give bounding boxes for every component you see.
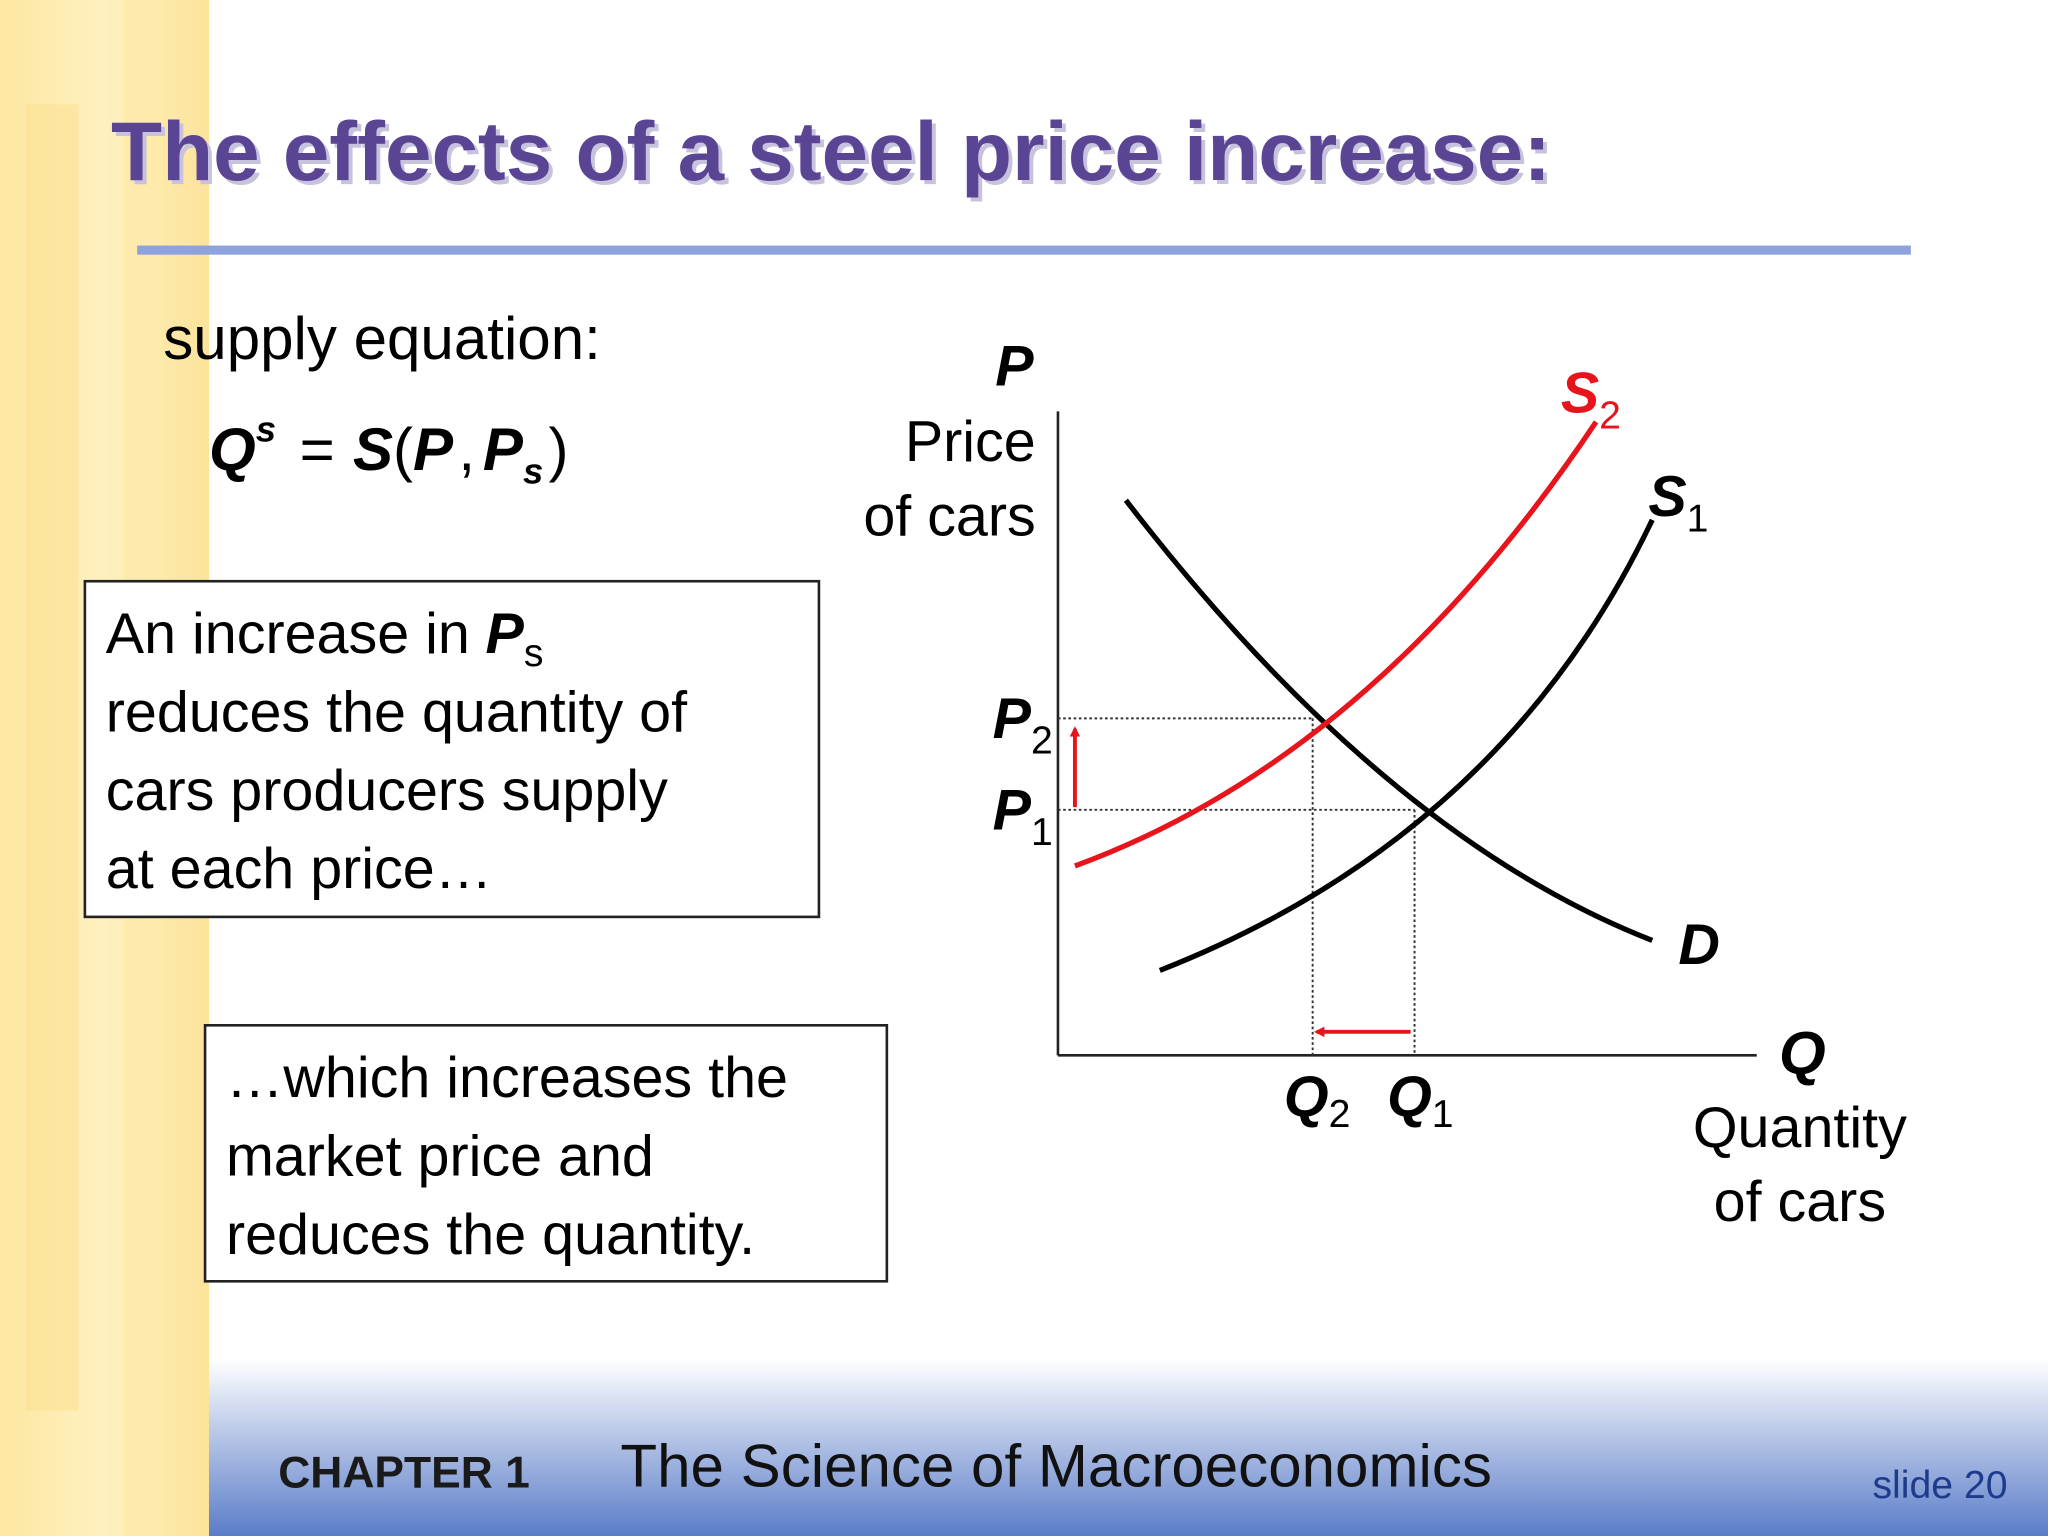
demand-curve [1123,498,1654,943]
quantity-label: Q2 [1284,1066,1351,1136]
box-line: reduces the quantity. [226,1203,755,1267]
quantity-label: Q1 [1387,1066,1454,1136]
slide-title: The effects of a steel price increase: [111,104,1551,198]
quantity-subscript: 2 [1329,1093,1351,1136]
title-rule [137,245,1911,255]
curve-subscript: 1 [1687,498,1709,541]
curve-symbol: S [1648,465,1686,529]
box-line: market price and [226,1125,654,1189]
x-axis-label: of cars [1714,1170,1886,1234]
box-line: reduces the quantity of [106,680,688,744]
box-line: cars producers supply [106,759,668,823]
y-axis-symbol: P [995,334,1034,398]
footer-title: The Science of Macroeconomics [620,1432,1492,1499]
eq-part: = [300,416,335,483]
title-shadow: The effects of a steel price increase: [115,108,1555,202]
text-box [83,579,821,919]
box-variable: P [486,602,525,666]
curve-subscript: 2 [1599,394,1621,437]
eq-part: S [353,416,393,483]
box-line: …which increases the [226,1046,788,1110]
curve-label: S1 [1648,465,1708,541]
eq-part: s [523,450,543,491]
y-axis-label: Price [905,410,1036,474]
box-line: at each price… [106,837,492,901]
price-label: P2 [993,687,1053,763]
curve-label: D [1678,913,1720,977]
eq-part: P [413,416,454,483]
footer-band [208,1358,2048,1536]
new-supply-curve [1074,420,1599,869]
text-box [203,1024,889,1283]
curve-symbol: S [1561,362,1599,426]
x-axis-symbol: Q [1779,1020,1826,1087]
eq-part: P [483,416,524,483]
eq-part: ) [549,416,569,483]
quantity-symbol: Q [1284,1066,1329,1130]
price-label: P1 [993,778,1053,854]
strip-band [26,104,79,1411]
supply-curve [1158,518,1655,973]
price-subscript: 2 [1031,720,1053,763]
price-subscript: 1 [1031,811,1053,854]
quantity-subscript: 1 [1432,1093,1454,1136]
price-symbol: P [993,687,1032,751]
footer-chapter: CHAPTER 1 [278,1449,530,1498]
box-line: An increase in Ps [106,602,544,675]
equation-label: supply equation: [163,305,601,372]
quantity-symbol: Q [1387,1066,1432,1130]
y-axis-label: of cars [863,485,1035,549]
curve-label: S2 [1561,362,1621,438]
price-symbol: P [993,778,1032,842]
eq-part: Q [209,416,256,483]
eq-part: , [458,416,475,483]
supply-equation: Qs = S(P, Ps) [209,408,569,491]
graph [1056,411,1757,1057]
slide-number: slide 20 [1872,1464,2007,1507]
eq-part: s [256,408,276,449]
box-text: An increase in [106,602,470,666]
box-subscript: s [524,632,544,675]
eq-part: ( [393,416,413,483]
x-axis-label: Quantity [1693,1096,1907,1160]
